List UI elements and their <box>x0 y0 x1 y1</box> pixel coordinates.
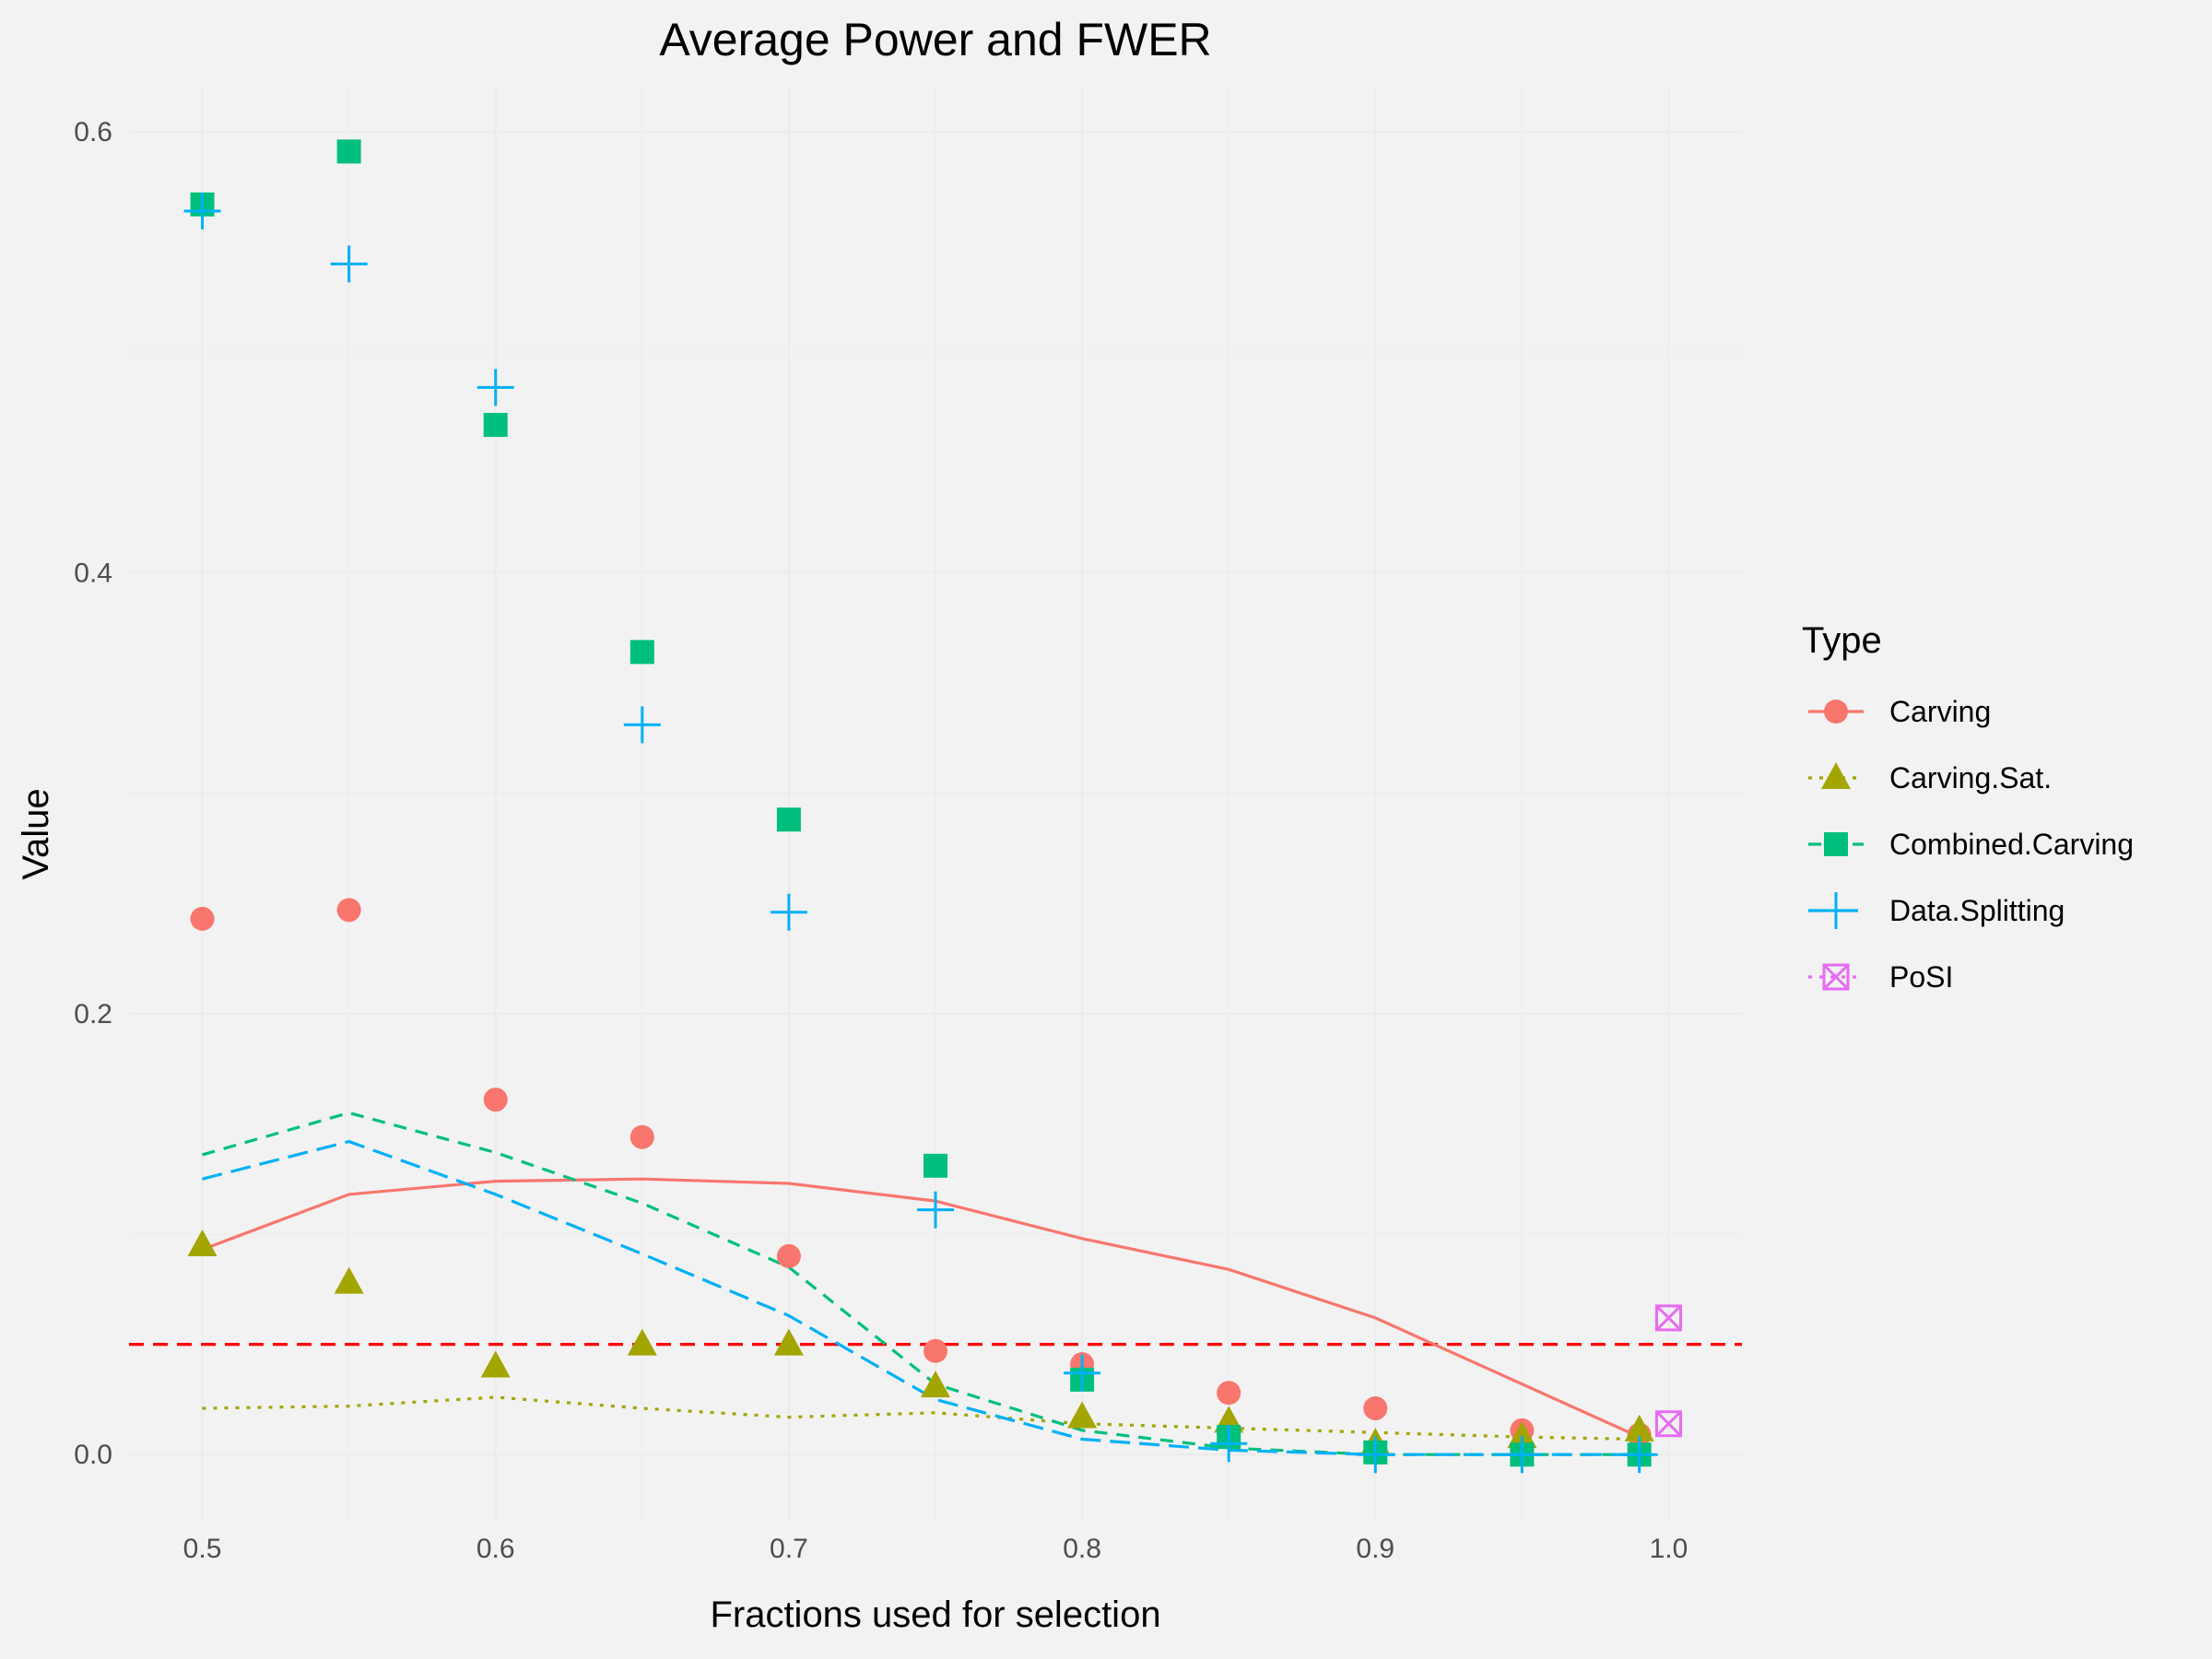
legend-item-posi: PoSI <box>1808 960 1953 994</box>
x-axis-title: Fractions used for selection <box>710 1594 1160 1635</box>
legend-key-marker <box>1822 963 1850 991</box>
data-point-carving <box>190 906 215 931</box>
legend-title: Type <box>1802 620 1882 661</box>
square-x-box <box>1822 963 1850 991</box>
x-tick-label: 0.6 <box>477 1534 515 1564</box>
legend-item-carving-sat: Carving.Sat. <box>1808 761 2052 794</box>
square-x-diag2 <box>1822 963 1850 991</box>
legend-label: Combined.Carving <box>1889 828 2134 861</box>
legend-label: Data.Splitting <box>1889 894 2065 927</box>
chart-title: Average Power and FWER <box>659 14 1211 65</box>
legend-label: Carving <box>1889 695 1991 728</box>
y-tick-label: 0.4 <box>74 558 112 588</box>
data-point-data-splitting <box>1620 1436 1658 1474</box>
square-x-box <box>1654 1304 1682 1332</box>
data-point-data-splitting <box>770 893 807 931</box>
data-point-data-splitting <box>623 706 661 744</box>
data-point-carving <box>1363 1395 1388 1420</box>
legend-key-marker <box>1824 832 1848 856</box>
legend-items: Carving Carving.Sat. Combined.Carving Data.… <box>1808 695 2134 994</box>
data-point-data-splitting <box>1503 1436 1541 1474</box>
data-point-carving <box>776 1243 801 1268</box>
data-point-carving-sat <box>1067 1401 1098 1429</box>
data-point-combined-carving <box>776 807 801 832</box>
data-point-carving-sat <box>1507 1421 1537 1449</box>
legend-label: PoSI <box>1889 960 1953 994</box>
x-tick-labels: 0.5 0.6 0.7 0.8 0.9 1.0 <box>183 1534 1688 1564</box>
square-x-diag2 <box>1655 1304 1682 1331</box>
data-point-posi <box>1654 1410 1682 1438</box>
y-tick-label: 0.6 <box>74 117 112 147</box>
legend-key-marker <box>1818 892 1854 929</box>
x-tick-label: 0.9 <box>1356 1534 1394 1564</box>
data-point-combined-carving <box>483 413 508 438</box>
x-tick-label: 0.7 <box>770 1534 808 1564</box>
data-point-carving <box>629 1124 654 1149</box>
legend-item-data-splitting: Data.Splitting <box>1808 892 2065 929</box>
data-point-carving-sat <box>773 1328 804 1356</box>
data-point-carving-sat <box>627 1328 657 1356</box>
data-point-carving-sat <box>1624 1414 1654 1441</box>
legend-label: Carving.Sat. <box>1889 761 2052 794</box>
data-point-carving <box>336 898 361 923</box>
data-point-combined-carving <box>924 1153 947 1178</box>
series-line-carving-sat <box>202 1395 1640 1441</box>
data-point-data-splitting <box>330 245 368 283</box>
legend-key-marker <box>1821 762 1851 789</box>
y-tick-labels: 0.0 0.2 0.4 0.6 <box>74 117 112 1470</box>
data-point-combined-carving <box>336 139 361 164</box>
x-tick-label: 1.0 <box>1650 1534 1688 1564</box>
data-point-data-splitting <box>1064 1354 1101 1392</box>
square-x-box <box>1654 1410 1682 1438</box>
legend-key-marker <box>1824 700 1848 724</box>
data-point-combined-carving <box>629 640 654 665</box>
x-tick-label: 0.5 <box>183 1534 222 1564</box>
y-tick-label: 0.0 <box>74 1440 112 1470</box>
square-x-diag2 <box>1655 1410 1682 1437</box>
data-point-carving-sat <box>921 1371 950 1398</box>
data-point-data-splitting <box>477 369 514 406</box>
data-point-carving <box>483 1088 508 1112</box>
data-point-data-splitting <box>1210 1425 1248 1463</box>
y-axis-title: Value <box>16 788 56 879</box>
legend: Type Carving Carving.Sat. Combined.Carving… <box>1802 620 2134 994</box>
data-point-carving-sat <box>334 1266 364 1294</box>
y-tick-label: 0.2 <box>74 999 112 1030</box>
series-line-data-splitting <box>202 1139 1640 1456</box>
data-point-carving-sat <box>480 1350 511 1378</box>
data-point-posi <box>1654 1304 1682 1332</box>
legend-item-carving: Carving <box>1808 695 1991 728</box>
data-point-data-splitting <box>1357 1436 1394 1474</box>
data-point-carving-sat <box>187 1229 218 1256</box>
grid-lines <box>129 88 1742 1521</box>
x-tick-label: 0.8 <box>1063 1534 1101 1564</box>
legend-item-combined-carving: Combined.Carving <box>1808 828 2134 861</box>
data-point-data-splitting <box>917 1191 954 1229</box>
data-point-data-splitting <box>183 192 221 229</box>
data-point-carving <box>924 1338 947 1363</box>
data-point-carving <box>1217 1381 1241 1406</box>
series-points <box>183 139 1682 1474</box>
